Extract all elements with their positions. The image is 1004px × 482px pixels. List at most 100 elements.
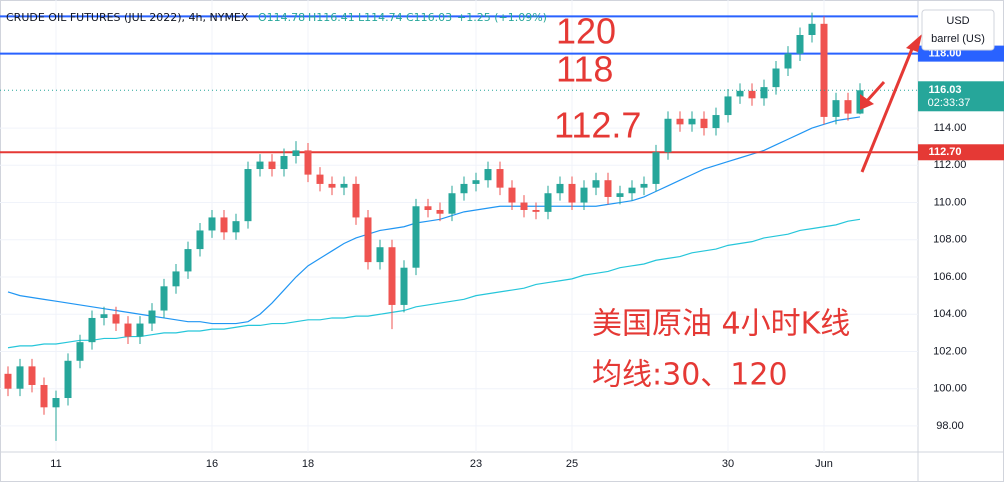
x-tick-label: 11 [50, 458, 61, 470]
y-tick-label: 114.00 [934, 122, 967, 134]
candle-body [472, 180, 480, 184]
candle-body [76, 342, 84, 361]
candle-body [628, 187, 636, 194]
note: 均线:30、120 [592, 358, 788, 393]
y-tick-label: 108.00 [933, 234, 967, 246]
candle-body [184, 249, 192, 272]
candle-body [268, 161, 276, 170]
candle-body [280, 156, 288, 170]
y-tick-label: 110.00 [934, 196, 967, 208]
candle-body [808, 23, 816, 35]
level-label-box [918, 144, 1004, 161]
candle-body [220, 217, 228, 233]
candle-body [592, 180, 600, 188]
chart-title: CRUDE OIL FUTURES (JUL 2022), 4h, NYMEX [6, 11, 249, 24]
candle-body [460, 183, 468, 194]
candle-body [160, 286, 168, 311]
plot-area [0, 12, 918, 441]
candle-body [136, 323, 144, 337]
candle-body [844, 100, 852, 114]
candle-body [40, 384, 48, 408]
candle-body [364, 217, 372, 263]
countdown: 02:33:37 [928, 97, 971, 109]
candle-body [760, 87, 768, 99]
moving-average [7, 218, 861, 349]
candle-body [352, 183, 360, 218]
x-tick-label: 23 [470, 458, 482, 470]
candle-body [88, 317, 96, 343]
price-axis: 98.00 100.00 102.00 104.00 106.00 108.00 110.0… [918, 45, 1004, 432]
candle-body [604, 180, 612, 197]
candle-body [328, 183, 336, 188]
candle-body [520, 202, 528, 210]
candle-body [172, 271, 180, 287]
candle-body [232, 221, 240, 233]
x-tick-label: 18 [302, 458, 314, 470]
x-tick-label: 25 [566, 458, 578, 470]
candle-body [616, 193, 624, 197]
candle-body [256, 161, 264, 170]
last-price-label: 116.03 [928, 84, 961, 96]
candle-body [640, 183, 648, 188]
candle-body [688, 118, 696, 125]
note: 美国原油 4小时K线 [592, 307, 850, 342]
candle-body [448, 193, 456, 214]
candle-body [784, 53, 792, 69]
unit: barrel (US) [931, 33, 985, 45]
candle-body [568, 183, 576, 203]
candle-body [508, 187, 516, 203]
candle-body [652, 152, 660, 184]
candle-body [580, 187, 588, 203]
candle-body [712, 115, 720, 129]
unit-box[interactable]: USD barrel (US) [921, 9, 995, 51]
x-tick-label: Jun [815, 458, 833, 470]
x-tick-label: 30 [722, 458, 734, 470]
candle-body [436, 209, 444, 214]
header-low: L114.74 [358, 11, 403, 24]
candle-body [208, 217, 216, 231]
candle-body [124, 323, 132, 337]
candle-body [292, 150, 300, 157]
candle-body [196, 230, 204, 250]
candle-body [304, 150, 312, 175]
candle-body [544, 193, 552, 212]
candle-body [376, 247, 384, 263]
y-tick-label: 98.00 [936, 420, 964, 432]
header-high: H116.41 [308, 11, 355, 24]
candle-body [532, 209, 540, 212]
candle-body [100, 314, 108, 318]
candle-body [748, 90, 756, 99]
y-tick-label: 100.00 [933, 383, 967, 395]
candle-body [736, 90, 744, 97]
candle-body [388, 247, 396, 305]
currency: USD [946, 15, 969, 27]
candle-body [796, 34, 804, 54]
red-arrows [860, 34, 922, 173]
y-tick-label: 106.00 [933, 271, 967, 283]
header-open: O114.78 [258, 11, 305, 24]
annotation: 120 [556, 11, 616, 52]
candle-body [424, 206, 432, 210]
x-tick-label: 16 [206, 458, 218, 470]
candle-body [340, 183, 348, 188]
candle-body [28, 366, 36, 385]
candle-body [148, 310, 156, 324]
candle-body [496, 169, 504, 188]
candle-body [484, 169, 492, 181]
candle-body [724, 96, 732, 116]
annotation: 112.7 [554, 105, 641, 146]
candle-body [64, 360, 72, 399]
candle-body [412, 206, 420, 268]
header-change: +1.25 (+1.09%) [457, 11, 547, 24]
last-price-box [918, 81, 1004, 112]
header-close: C116.03 [406, 11, 452, 24]
candle-body [4, 373, 12, 389]
candle-body [112, 314, 120, 324]
candle-body [676, 118, 684, 125]
candle-body [316, 174, 324, 184]
candle-body [244, 169, 252, 222]
candle-body [772, 68, 780, 88]
candle-body [400, 267, 408, 305]
